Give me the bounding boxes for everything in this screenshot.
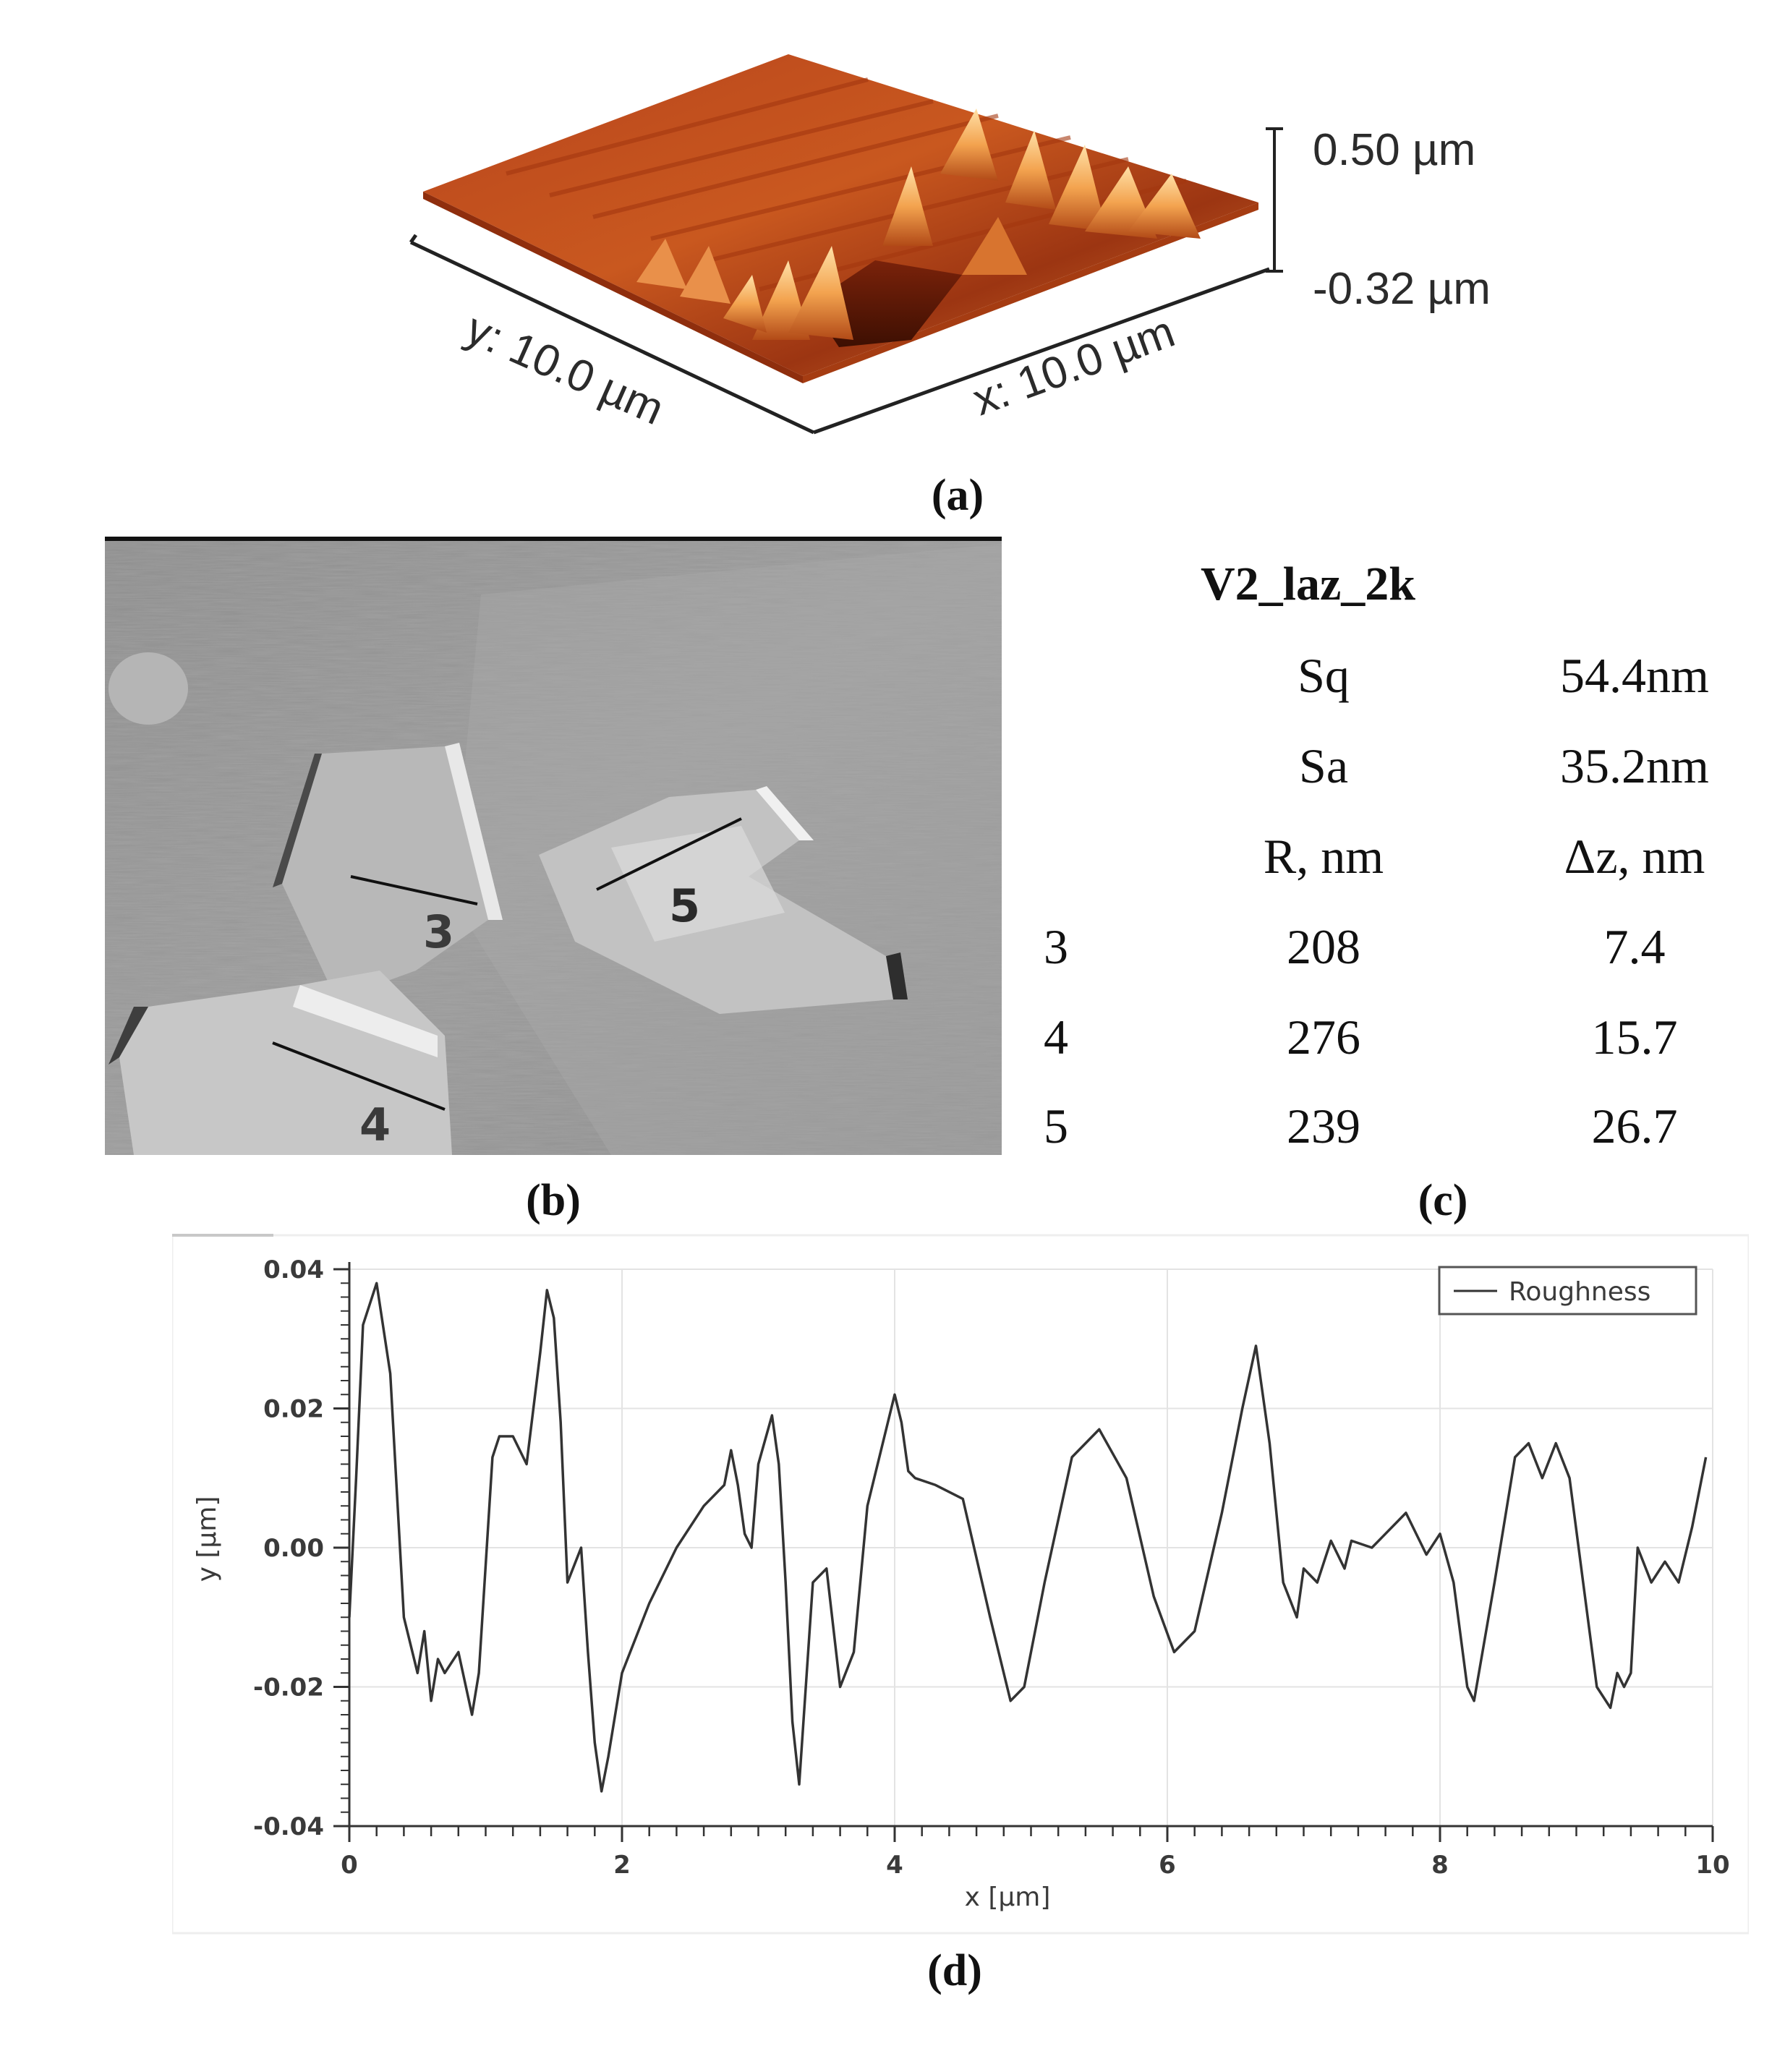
z-scale-bottom-label: -0.32 µm xyxy=(1313,264,1491,314)
afm-y-axis-line xyxy=(409,240,815,435)
profile-line-5 xyxy=(596,817,742,891)
caption-a: (a) xyxy=(931,471,984,520)
x-tick-label-6: 6 xyxy=(1159,1851,1176,1880)
marker-4: 4 xyxy=(359,1099,391,1151)
afm-grayscale-image: 3 4 5 xyxy=(105,537,1002,1155)
caption-d: (d) xyxy=(927,1946,982,1995)
row-3-id: 3 xyxy=(1044,919,1068,974)
header-dz: Δz, nm xyxy=(1564,829,1705,884)
terrace-3 xyxy=(282,746,488,999)
chart-legend: Roughness xyxy=(1438,1266,1697,1316)
x-axis-title: x [µm] xyxy=(965,1883,1051,1912)
afm-x-axis-line xyxy=(813,267,1270,435)
marker-3: 3 xyxy=(423,905,454,958)
profile-line-4 xyxy=(272,1041,446,1111)
chart-lines xyxy=(348,1282,1708,1793)
y-tick-label-0.04: 0.04 xyxy=(263,1255,324,1284)
x-tick-label-10: 10 xyxy=(1695,1851,1729,1880)
caption-b: (b) xyxy=(526,1176,581,1225)
afm-3d-surface: 0.50 µm -0.32 µm y: 10.0 µm x: 10.0 µm xyxy=(409,54,1491,435)
y-tick-label--0.04: -0.04 xyxy=(253,1812,324,1841)
row-5-dz: 26.7 xyxy=(1591,1099,1678,1154)
series-line-roughness xyxy=(348,1282,1708,1793)
profile-line-3 xyxy=(350,875,478,905)
sa-label: Sa xyxy=(1299,738,1348,793)
roughness-table: V2_laz_2k Sq 54.4nm Sa 35.2nm R, nm Δz, … xyxy=(1027,550,1765,1172)
roughness-profile-chart: 0 2 4 6 8 100.040.020.00-0.02-0.04 Roughness … xyxy=(172,1234,1749,1935)
chart-labels: 0 2 4 6 8 10 0.04 0.02 0.00 -0.02 -0.04 xyxy=(253,1255,1730,1880)
z-scale-bar xyxy=(1266,127,1283,273)
sample-title: V2_laz_2k xyxy=(1201,558,1415,610)
row-3-dz: 7.4 xyxy=(1603,919,1666,974)
sq-value: 54.4nm xyxy=(1560,648,1709,703)
y-axis-title: y [µm] xyxy=(192,1496,222,1582)
x-tick-label-8: 8 xyxy=(1431,1851,1449,1880)
z-scale-top-label: 0.50 µm xyxy=(1313,125,1475,175)
row-4-r: 276 xyxy=(1287,1010,1360,1065)
row-3-r: 208 xyxy=(1287,919,1360,974)
x-tick-label-4: 4 xyxy=(886,1851,903,1880)
sq-label: Sq xyxy=(1298,648,1350,703)
legend-label: Roughness xyxy=(1509,1277,1650,1307)
marker-5: 5 xyxy=(669,879,700,932)
sa-value: 35.2nm xyxy=(1560,738,1709,793)
afm-y-axis-label: y: 10.0 µm xyxy=(459,304,671,435)
row-4-id: 4 xyxy=(1044,1010,1068,1065)
y-tick-label--0.02: -0.02 xyxy=(253,1674,324,1702)
y-tick-label-0.02: 0.02 xyxy=(263,1395,324,1424)
row-5-r: 239 xyxy=(1287,1099,1360,1154)
x-tick-label-0: 0 xyxy=(341,1851,358,1880)
surface-body xyxy=(423,54,1258,383)
header-r: R, nm xyxy=(1263,829,1384,884)
row-5-id: 5 xyxy=(1044,1099,1068,1154)
x-tick-label-2: 2 xyxy=(613,1851,631,1880)
row-4-dz: 15.7 xyxy=(1591,1010,1678,1065)
chart-ticks xyxy=(333,1262,1714,1842)
y-tick-label-0.00: 0.00 xyxy=(263,1534,324,1563)
caption-c: (c) xyxy=(1418,1176,1468,1225)
